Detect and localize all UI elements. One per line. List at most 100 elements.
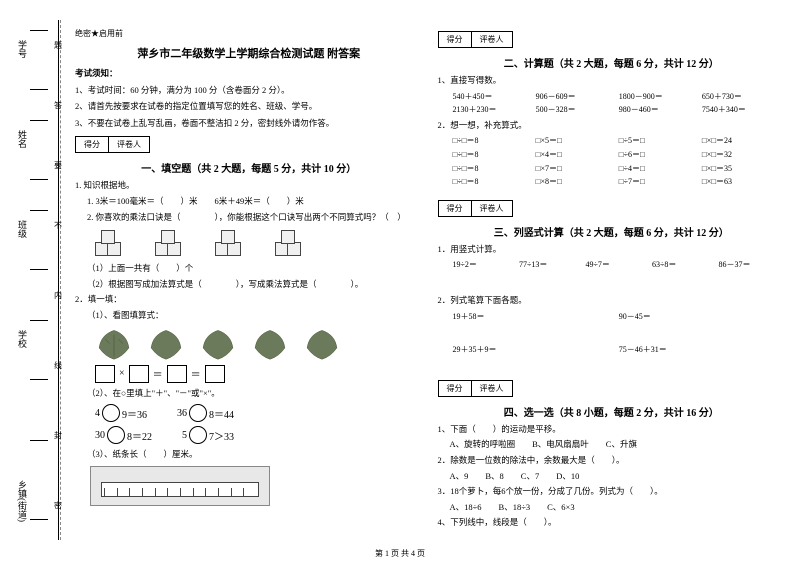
section-4-title: 四、选一选（共 8 小题，每题 2 分，共计 16 分） xyxy=(438,404,786,419)
math-box xyxy=(129,365,149,383)
calc-row: 2130＋230＝ 500－328＝ 980－460＝ 7540＋340＝ xyxy=(453,103,786,117)
num: 7＞33 xyxy=(209,428,234,443)
q1-fill2-1: （1）、看图填算式： xyxy=(87,309,423,323)
leaf-2 xyxy=(142,326,190,361)
math-box xyxy=(95,365,115,383)
calc-item: 1800－900＝ xyxy=(619,90,702,104)
calc-item: □÷□＝8 xyxy=(453,148,536,162)
calc-item: □×8＝□ xyxy=(536,175,619,189)
circle-item: 5 7＞33 xyxy=(182,426,234,444)
q1-ruler-q: （3）、纸条长（ ）厘米。 xyxy=(87,448,423,462)
cube-group-1 xyxy=(95,228,135,258)
num: 8＝44 xyxy=(209,406,234,421)
leaf-diagram xyxy=(90,326,423,361)
cube-group-4 xyxy=(275,228,315,258)
margin-label-id: 学号 xyxy=(16,40,29,58)
equals-sign: ＝ xyxy=(153,366,163,381)
calc-item: □×□＝24 xyxy=(702,134,785,148)
think-row: □÷□＝8 □×7＝□ □÷4＝□ □×□＝35 xyxy=(453,162,786,176)
q3-intro2: 2．列式笔算下面各题。 xyxy=(438,294,786,308)
seal-char: 题 xyxy=(54,40,62,51)
calc-item: □÷6＝□ xyxy=(619,148,702,162)
score-label: 得分 xyxy=(439,32,472,47)
leaf-1 xyxy=(90,326,138,361)
calc-item: □×7＝□ xyxy=(536,162,619,176)
exam-title: 萍乡市二年级数学上学期综合检测试题 附答案 xyxy=(75,45,423,61)
margin-label-town: 乡镇(街道) xyxy=(16,480,29,522)
circle-item: 30 8＝22 xyxy=(95,426,152,444)
calc-row: 540＋450＝ 906－609＝ 1800－900＝ 650＋730＝ xyxy=(453,90,786,104)
q4-1: 1、下面（ ）的运动是平移。 xyxy=(438,423,786,437)
num: 9＝36 xyxy=(122,406,147,421)
main-content: 绝密★启用前 萍乡市二年级数学上学期综合检测试题 附答案 考试须知： 1、考试时… xyxy=(75,28,785,532)
score-box-1: 得分 评卷人 xyxy=(75,136,150,153)
think-row: □÷□＝8 □×8＝□ □÷7＝□ □×□＝63 xyxy=(453,175,786,189)
notice-title: 考试须知： xyxy=(75,67,423,81)
q4-3: 3．18个萝卜，每6个放一份，分成了几份。列式为（ ）。 xyxy=(438,485,786,499)
margin-box-id xyxy=(30,30,48,90)
num: 8＝22 xyxy=(127,428,152,443)
calc-item: □÷□＝8 xyxy=(453,134,536,148)
q1-line2: 2. 你喜欢的乘法口诀是（ ），你能根据这个口诀写出两个不同算式吗？（ ） xyxy=(87,211,423,225)
calc-item: 29＋35＋9＝ xyxy=(453,343,619,357)
section-3-title: 三、列竖式计算（共 2 大题，每题 6 分，共计 12 分） xyxy=(438,224,786,239)
q4-1-opts: A、旋转的呼啦圈 B、电风扇扇叶 C、升旗 xyxy=(450,438,786,452)
calc-item: 19÷2＝ xyxy=(453,258,520,272)
calc-item: 980－460＝ xyxy=(619,103,702,117)
calc-item: □×□＝32 xyxy=(702,148,785,162)
seal-char: 不 xyxy=(54,220,62,231)
q3-intro: 1．用竖式计算。 xyxy=(438,243,786,257)
times-sign: × xyxy=(119,368,125,379)
margin-box-name xyxy=(30,120,48,180)
calc-item: □×□＝35 xyxy=(702,162,785,176)
num: 4 xyxy=(95,408,100,419)
circle-item: 4 9＝36 xyxy=(95,404,147,422)
cube-group-2 xyxy=(155,228,195,258)
instruction-2: 2、请首先按要求在试卷的指定位置填写您的姓名、班级、学号。 xyxy=(75,100,423,114)
q2-think: 2．想一想，补充算式。 xyxy=(438,119,786,133)
left-column: 绝密★启用前 萍乡市二年级数学上学期综合检测试题 附答案 考试须知： 1、考试时… xyxy=(75,28,423,532)
q1-cube1: （1）上面一共有（ ）个 xyxy=(87,262,423,276)
calc-item: 49÷7＝ xyxy=(586,258,653,272)
equals-sign: ＝ xyxy=(191,366,201,381)
seal-char: 封 xyxy=(54,430,62,441)
margin-label-school: 学校 xyxy=(16,330,29,348)
seal-char: 线 xyxy=(54,360,62,371)
ruler-diagram xyxy=(90,466,270,506)
grader-label: 评卷人 xyxy=(472,32,512,47)
score-box-3: 得分 评卷人 xyxy=(438,200,513,217)
section-1-title: 一、填空题（共 2 大题，每题 5 分，共计 10 分） xyxy=(75,160,423,175)
math-box xyxy=(167,365,187,383)
leaf-4 xyxy=(246,326,294,361)
right-column: 得分 评卷人 二、计算题（共 2 大题，每题 6 分，共计 12 分） 1、直接… xyxy=(438,28,786,532)
q4-2-opts: A、9 B、8 C、7 D、10 xyxy=(450,470,786,484)
calc-item: 90－45＝ xyxy=(619,310,785,324)
margin-label-name: 姓名 xyxy=(16,130,29,148)
confidential-note: 绝密★启用前 xyxy=(75,28,423,39)
circle-item: 368＝44 xyxy=(177,404,234,422)
q1-line1: 1. 3米＝100毫米＝（ ）米 6米＋49米＝（ ）米 xyxy=(87,195,423,209)
calc-item: 540＋450＝ xyxy=(453,90,536,104)
q4-2: 2．除数是一位数的除法中，余数最大是（ ）。 xyxy=(438,454,786,468)
q3-row2: 19＋58＝ 90－45＝ xyxy=(453,310,786,324)
calc-item: 2130＋230＝ xyxy=(453,103,536,117)
calc-item: 19＋58＝ xyxy=(453,310,619,324)
grader-label: 评卷人 xyxy=(109,137,149,152)
instruction-3: 3、不要在试卷上乱写乱画，卷面不整洁扣 2 分，密封线外请勿作答。 xyxy=(75,117,423,131)
seal-char: 要 xyxy=(54,160,62,171)
q3-row: 19÷2＝ 77÷13＝ 49÷7＝ 63÷8＝ 86－37＝ xyxy=(453,258,786,272)
seal-char: 密 xyxy=(54,500,62,511)
q2-intro: 1、直接写得数。 xyxy=(438,74,786,88)
num: 5 xyxy=(182,430,187,441)
leaf-3 xyxy=(194,326,242,361)
calc-item: □×□＝63 xyxy=(702,175,785,189)
circle-row-1: 4 9＝36 368＝44 xyxy=(95,404,423,422)
score-label: 得分 xyxy=(439,381,472,396)
think-row: □÷□＝8 □×5＝□ □÷5＝□ □×□＝24 xyxy=(453,134,786,148)
q4-4: 4、下列线中，线段是（ ）。 xyxy=(438,516,786,530)
q1-intro: 1. 知识根据地。 xyxy=(75,179,423,193)
margin-box-class xyxy=(30,210,48,270)
margin-line xyxy=(58,20,59,540)
num: 30 xyxy=(95,430,105,441)
score-box-2: 得分 评卷人 xyxy=(438,31,513,48)
